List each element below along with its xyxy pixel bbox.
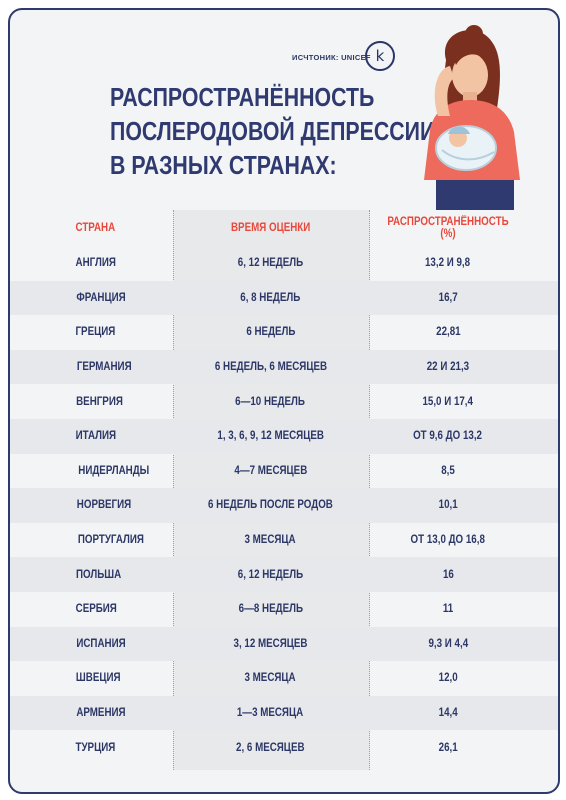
title-line-2: ПОСЛЕРОДОВОЙ ДЕПРЕССИИ	[110, 116, 436, 146]
cell-time: 6 НЕДЕЛЬ	[245, 326, 296, 339]
table-row: ВЕНГРИЯ 6—10 НЕДЕЛЬ 15,0 И 17,4	[10, 384, 558, 419]
cell-time: 6, 12 НЕДЕЛЬ	[237, 568, 304, 581]
table-header: СТРАНА ВРЕМЯ ОЦЕНКИ РАСПРОСТРАНЁННОСТЬ (…	[10, 210, 558, 246]
logo-letter: k	[375, 47, 385, 65]
table-row: НОРВЕГИЯ 6 НЕДЕЛЬ ПОСЛЕ РОДОВ 10,1	[10, 488, 558, 523]
cell-country: ИСПАНИЯ	[76, 637, 126, 650]
title-line-1: РАСПРОСТРАНЁННОСТЬ	[110, 82, 375, 112]
cell-time: 3 МЕСЯЦА	[244, 672, 297, 685]
cell-country: ВЕНГРИЯ	[76, 395, 123, 408]
cell-time: 6 НЕДЕЛЬ, 6 МЕСЯЦЕВ	[214, 361, 327, 374]
cell-country: НИДЕРЛАНДЫ	[78, 464, 150, 477]
cell-country: ФРАНЦИЯ	[76, 291, 126, 304]
table-row: ПОРТУГАЛИЯ 3 МЕСЯЦА ОТ 13,0 ДО 16,8	[10, 523, 558, 558]
table-row: АРМЕНИЯ 1—3 МЕСЯЦА 14,4	[10, 695, 558, 731]
cell-time: 6, 8 НЕДЕЛЬ	[240, 291, 301, 304]
cell-country: ГРЕЦИЯ	[75, 326, 116, 339]
cell-country: АРМЕНИЯ	[76, 707, 126, 720]
cell-prevalence: 14,4	[438, 707, 458, 720]
table-row: НИДЕРЛАНДЫ 4—7 МЕСЯЦЕВ 8,5	[10, 454, 558, 489]
cell-country: ИТАЛИЯ	[75, 430, 117, 443]
cell-country: ГЕРМАНИЯ	[76, 361, 132, 374]
cell-country: ПОРТУГАЛИЯ	[77, 534, 144, 547]
cell-time: 1, 3, 6, 9, 12 МЕСЯЦЕВ	[217, 430, 324, 443]
source-label: ИСЧТОНИК: UNICEF	[292, 53, 371, 62]
table-row: ИСПАНИЯ 3, 12 МЕСЯЦЕВ 9,3 И 4,4	[10, 626, 558, 662]
cell-prevalence: 16,7	[438, 291, 458, 304]
infographic-card: ИСЧТОНИК: UNICEF k РАСПРОСТРАНЁННОСТЬ ПО…	[8, 8, 560, 794]
cell-prevalence: 26,1	[438, 741, 458, 754]
cell-time: 3, 12 МЕСЯЦЕВ	[233, 637, 308, 650]
cell-prevalence: 11	[442, 603, 454, 616]
cell-prevalence: 8,5	[441, 464, 455, 477]
cell-prevalence: 22,81	[435, 326, 461, 339]
table-row: СЕРБИЯ 6—8 НЕДЕЛЬ 11	[10, 592, 558, 627]
cell-time: 2, 6 МЕСЯЦЕВ	[236, 741, 305, 754]
cell-time: 4—7 МЕСЯЦЕВ	[234, 464, 307, 477]
cell-time: 6—8 НЕДЕЛЬ	[238, 603, 303, 616]
cell-prevalence: 15,0 И 17,4	[422, 395, 474, 408]
header-country: СТРАНА	[75, 222, 116, 234]
cell-country: СЕРБИЯ	[75, 603, 117, 616]
cell-prevalence: 13,2 И 9,8	[425, 257, 471, 270]
header-prevalence: РАСПРОСТРАНЁННОСТЬ (%)	[387, 216, 509, 240]
cell-prevalence: 12,0	[438, 672, 458, 685]
cell-prevalence: 9,3 И 4,4	[428, 637, 468, 650]
cell-time: 3 МЕСЯЦА	[244, 534, 297, 547]
cell-time: 6—10 НЕДЕЛЬ	[235, 395, 306, 408]
table-row: АНГЛИЯ 6, 12 НЕДЕЛЬ 13,2 И 9,8	[10, 246, 558, 281]
table-row: ФРАНЦИЯ 6, 8 НЕДЕЛЬ 16,7	[10, 280, 558, 316]
table-row: ПОЛЬША 6, 12 НЕДЕЛЬ 16	[10, 557, 558, 592]
table-row: ГЕРМАНИЯ 6 НЕДЕЛЬ, 6 МЕСЯЦЕВ 22 И 21,3	[10, 349, 558, 385]
cell-prevalence: 10,1	[438, 499, 458, 512]
title-line-3: В РАЗНЫХ СТРАНАХ:	[110, 150, 337, 180]
cell-time: 6, 12 НЕДЕЛЬ	[237, 257, 304, 270]
cell-prevalence: 22 И 21,3	[426, 361, 470, 374]
table-row: ТУРЦИЯ 2, 6 МЕСЯЦЕВ 26,1	[10, 730, 558, 765]
table-row: ИТАЛИЯ 1, 3, 6, 9, 12 МЕСЯЦЕВ ОТ 9,6 ДО 13…	[10, 418, 558, 454]
cell-time: 6 НЕДЕЛЬ ПОСЛЕ РОДОВ	[208, 499, 333, 512]
table-row: ГРЕЦИЯ 6 НЕДЕЛЬ 22,81	[10, 315, 558, 350]
cell-country: НОРВЕГИЯ	[76, 499, 132, 512]
mother-with-baby-illustration	[424, 25, 520, 210]
cell-prevalence: ОТ 9,6 ДО 13,2	[413, 430, 483, 443]
header-time: ВРЕМЯ ОЦЕНКИ	[230, 222, 311, 234]
cell-prevalence: ОТ 13,0 ДО 16,8	[410, 534, 486, 547]
cell-country: ПОЛЬША	[75, 568, 122, 581]
cell-country: ШВЕЦИЯ	[75, 672, 121, 685]
table-row: ШВЕЦИЯ 3 МЕСЯЦА 12,0	[10, 661, 558, 696]
cell-prevalence: 16	[442, 568, 454, 581]
logo-k-icon: k	[365, 41, 395, 71]
cell-time: 1—3 МЕСЯЦА	[237, 707, 304, 720]
page-title: РАСПРОСТРАНЁННОСТЬ ПОСЛЕРОДОВОЙ ДЕПРЕССИ…	[110, 80, 436, 182]
cell-country: АНГЛИЯ	[75, 257, 116, 270]
cell-country: ТУРЦИЯ	[75, 741, 116, 754]
data-table: СТРАНА ВРЕМЯ ОЦЕНКИ РАСПРОСТРАНЁННОСТЬ (…	[10, 210, 558, 765]
